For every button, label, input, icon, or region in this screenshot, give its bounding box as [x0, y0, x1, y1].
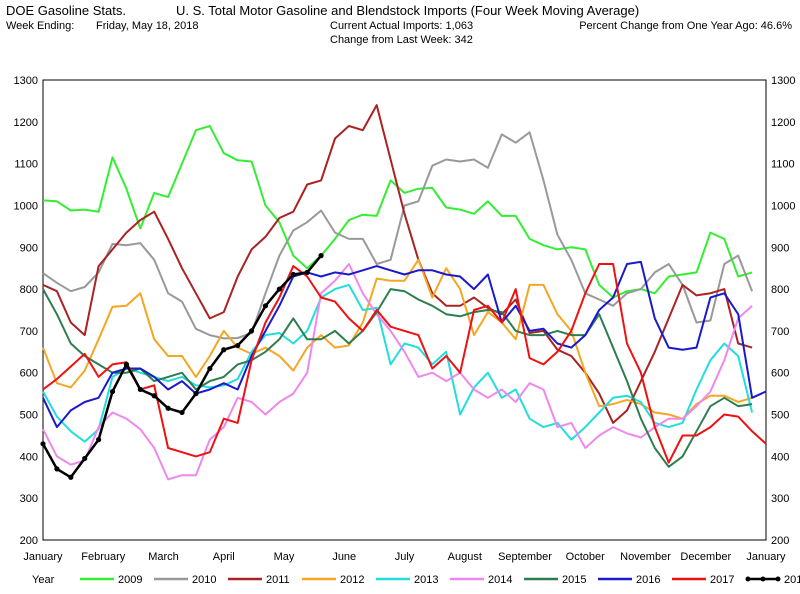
x-tick-label: February	[81, 551, 126, 563]
pct-change: Percent Change from One Year Ago: 46.6%	[579, 20, 792, 32]
legend-label-2018: 2018	[784, 574, 800, 586]
x-tick-label: January	[23, 551, 63, 563]
legend-label-2012: 2012	[340, 574, 364, 586]
chart-title: U. S. Total Motor Gasoline and Blendstoc…	[176, 3, 640, 18]
y-tick-label-left: 1100	[14, 159, 38, 171]
data-point-2018	[40, 441, 46, 447]
y-tick-label-right: 600	[771, 368, 789, 380]
plot-area	[42, 79, 767, 541]
data-point-2018	[123, 361, 130, 367]
legend: Year 2009 2010 2011 2012 2013 2014 2015 2016 2017…	[32, 574, 800, 586]
x-tick-label: March	[148, 551, 179, 563]
data-point-2018	[235, 342, 241, 349]
legend-label-2015: 2015	[562, 574, 586, 586]
x-tick-label: December	[680, 551, 731, 563]
data-point-2018	[248, 328, 255, 334]
legend-marker-2018	[745, 576, 751, 582]
y-tick-label-left: 200	[20, 535, 38, 547]
data-point-2018	[82, 455, 88, 462]
y-tick-label-left: 500	[20, 410, 38, 422]
data-point-2018	[193, 391, 199, 397]
y-tick-label-left: 1000	[14, 200, 38, 212]
data-point-2018	[54, 466, 60, 472]
x-tick-label: May	[274, 551, 295, 563]
y-tick-label-right: 300	[771, 493, 789, 505]
y-tick-label-left: 400	[20, 451, 38, 463]
x-tick-label: January	[746, 551, 786, 563]
legend-label-2009: 2009	[118, 574, 142, 586]
legend-title: Year	[32, 574, 55, 586]
data-point-2018	[262, 303, 269, 309]
data-point-2018	[96, 437, 102, 443]
legend-label-2017: 2017	[710, 574, 734, 586]
series-line-2017	[42, 263, 767, 464]
axes: 200 200 300 300 400 400 500 500 600 600 700 700 800 8…	[14, 75, 796, 563]
app-title: DOE Gasoline Stats.	[6, 3, 126, 18]
series-line-2014	[42, 263, 753, 481]
data-point-2018	[179, 409, 185, 416]
y-tick-label-right: 1300	[771, 75, 795, 87]
series-line-2011	[42, 104, 753, 424]
y-tick-label-right: 400	[771, 451, 789, 463]
y-tick-label-left: 900	[20, 242, 38, 254]
legend-marker-2018	[760, 576, 766, 582]
data-point-2018	[137, 386, 143, 393]
data-point-2018	[109, 388, 116, 395]
series-group	[40, 104, 767, 481]
series-line-2016	[42, 260, 767, 429]
week-ending-label: Week Ending:	[6, 20, 75, 32]
y-tick-label-left: 600	[20, 368, 38, 380]
y-tick-label-right: 700	[771, 326, 789, 338]
series-line-2015	[42, 288, 753, 468]
x-tick-label: November	[620, 551, 671, 563]
x-tick-label: September	[498, 551, 552, 563]
legend-label-2013: 2013	[414, 574, 438, 586]
y-tick-label-right: 1000	[771, 200, 795, 212]
legend-label-2014: 2014	[488, 574, 512, 586]
data-point-2018	[318, 253, 324, 259]
current-imports: Current Actual Imports: 1,063	[330, 20, 474, 32]
x-tick-label: July	[395, 551, 415, 563]
y-tick-label-left: 300	[20, 493, 38, 505]
y-tick-label-right: 200	[771, 535, 789, 547]
x-tick-label: June	[332, 551, 356, 563]
data-point-2018	[276, 286, 282, 292]
week-ending-date: Friday, May 18, 2018	[96, 20, 199, 32]
y-tick-label-left: 1200	[14, 117, 38, 129]
legend-label-2010: 2010	[192, 574, 216, 586]
y-tick-label-right: 1200	[771, 117, 795, 129]
data-point-2018	[68, 474, 74, 480]
y-tick-label-right: 900	[771, 242, 789, 254]
data-point-2018	[221, 347, 227, 353]
x-tick-label: April	[213, 551, 235, 563]
y-tick-label-left: 1300	[14, 75, 38, 87]
x-tick-label: August	[448, 551, 482, 563]
legend-label-2016: 2016	[636, 574, 660, 586]
change-last-week: Change from Last Week: 342	[330, 34, 473, 46]
y-tick-label-left: 800	[20, 284, 38, 296]
data-point-2018	[151, 393, 157, 399]
data-point-2018	[304, 269, 310, 275]
x-tick-label: October	[566, 551, 605, 563]
legend-label-2011: 2011	[266, 574, 290, 586]
data-point-2018	[290, 271, 296, 278]
legend-marker-2018	[775, 576, 781, 582]
y-tick-label-left: 700	[20, 326, 38, 338]
y-tick-label-right: 1100	[771, 159, 795, 171]
data-point-2018	[207, 365, 213, 372]
y-tick-label-right: 800	[771, 284, 789, 296]
data-point-2018	[165, 405, 171, 411]
series-line-2010	[42, 131, 754, 340]
y-tick-label-right: 500	[771, 410, 789, 422]
